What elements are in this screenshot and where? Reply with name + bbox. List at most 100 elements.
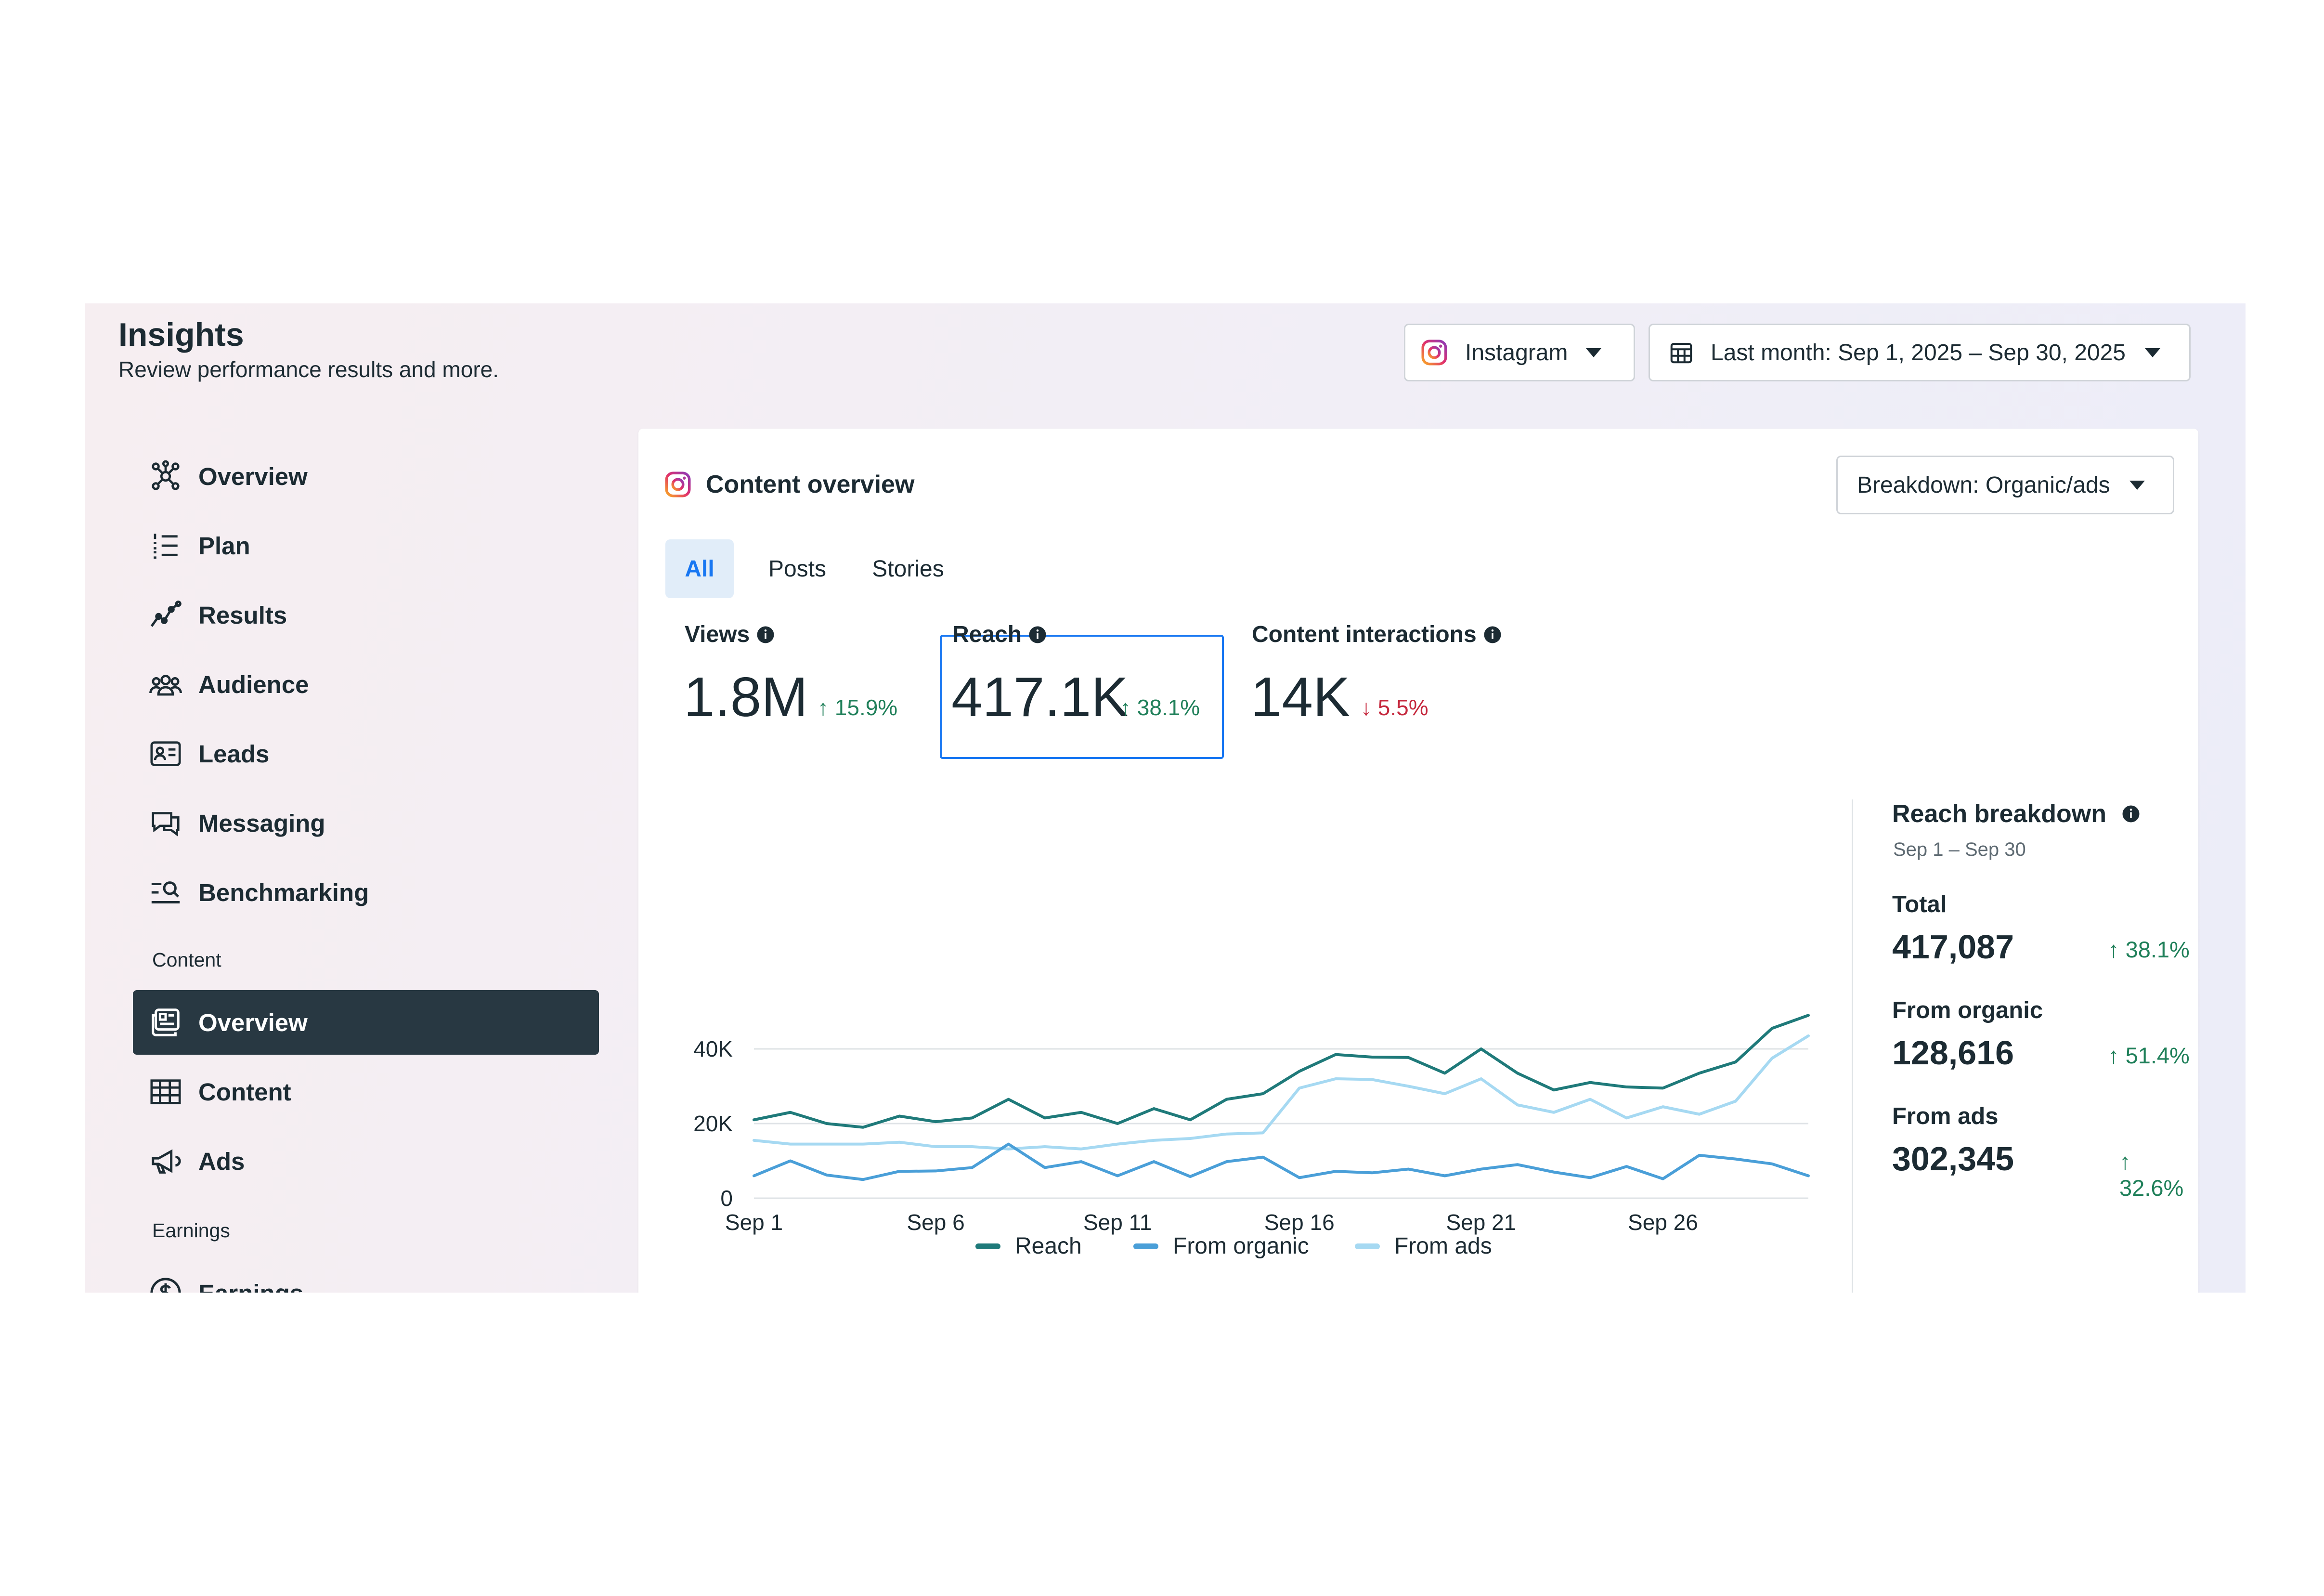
sidebar-item-messaging[interactable]: Messaging	[133, 791, 599, 855]
metric-delta-value: 15.9%	[834, 695, 898, 720]
breakdown-divider	[1852, 799, 1853, 1293]
metric-reach[interactable]	[940, 635, 1224, 759]
breakdown-value-ads: 302,345	[1892, 1140, 2014, 1177]
sidebar-item-label: Audience	[198, 670, 309, 698]
sidebar-item-label: Leads	[198, 740, 270, 768]
metric-delta: ↑ 15.9%	[818, 695, 898, 720]
metric-value: 14K	[1251, 666, 1350, 728]
date-range-dropdown[interactable]: Last month: Sep 1, 2025 – Sep 30, 2025	[1649, 324, 2191, 381]
breakdown-delta-value: 51.4%	[2125, 1043, 2190, 1068]
platform-label: Instagram	[1465, 340, 1568, 366]
info-icon	[1484, 626, 1501, 643]
sidebar-item-earnings[interactable]: Earnings	[133, 1261, 599, 1293]
sidebar-item-label: Results	[198, 601, 287, 629]
megaphone-icon	[147, 1143, 184, 1179]
metric-delta-value: 5.5%	[1377, 695, 1428, 720]
sidebar-item-label: Plan	[198, 532, 250, 560]
x-tick-label: Sep 1	[725, 1210, 783, 1235]
tab-stories[interactable]: Stories	[872, 556, 944, 582]
metric-label-text: Content interactions	[1252, 622, 1477, 647]
breakdown-delta-value: 38.1%	[2125, 937, 2190, 962]
people-icon	[147, 666, 184, 703]
metric-delta: ↓ 5.5%	[1361, 695, 1428, 720]
sidebar-item-content[interactable]: Content	[133, 1060, 599, 1124]
card-title: Content overview	[706, 471, 915, 498]
sidebar-item-label: Messaging	[198, 809, 325, 837]
x-tick-label: Sep 6	[907, 1210, 964, 1235]
metric-value: 417.1K	[951, 666, 1129, 728]
sidebar-item-overview[interactable]: Overview	[133, 444, 599, 509]
calendar-icon	[1668, 340, 1694, 366]
reach-breakdown-title-text: Reach breakdown	[1892, 800, 2107, 828]
breakdown-delta-ads: ↑ 32.6%	[2119, 1149, 2184, 1201]
metric-delta-value: 38.1%	[1137, 695, 1200, 720]
series-line-from-ads	[753, 1034, 1810, 1151]
sidebar-item-label: Content	[198, 1078, 291, 1106]
sidebar-item-results[interactable]: Results	[133, 583, 599, 647]
legend-label: From organic	[1173, 1233, 1309, 1259]
table-icon	[147, 1073, 184, 1110]
reach-line-chart: 0 20K 40K Sep 1 Sep 6 Sep 11 Sep 16 Sep 21 Sep 2…	[693, 1014, 1810, 1235]
legend-label: Reach	[1015, 1233, 1082, 1259]
sidebar-item-label: Ads	[198, 1147, 245, 1175]
platform-dropdown[interactable]: Instagram	[1404, 324, 1635, 381]
sidebar-item-plan[interactable]: Plan	[133, 513, 599, 578]
chat-icon	[147, 805, 184, 841]
insights-page: Insights Review performance results and …	[85, 303, 2246, 1293]
metric-label-text: Reach	[952, 622, 1022, 647]
page-title: Insights	[118, 316, 244, 353]
tab-all[interactable]: All	[665, 539, 734, 598]
date-range-label: Last month: Sep 1, 2025 – Sep 30, 2025	[1711, 340, 2126, 366]
breakdown-label: Breakdown: Organic/ads	[1857, 472, 2110, 498]
sidebar-item-label: Overview	[198, 462, 308, 490]
series-line-reach	[753, 1014, 1810, 1129]
breakdown-label-organic: From organic	[1892, 997, 2043, 1023]
breakdown-value-organic: 128,616	[1892, 1034, 2014, 1072]
dollar-icon	[147, 1275, 184, 1293]
contact-card-icon	[147, 735, 184, 772]
chevron-down-icon	[1586, 348, 1602, 357]
x-tick-label: Sep 16	[1264, 1210, 1335, 1235]
y-tick-label: 20K	[693, 1111, 733, 1136]
legend-item-from-organic: From organic	[1133, 1233, 1309, 1259]
x-tick-label: Sep 21	[1446, 1210, 1516, 1235]
content-overview-icon	[147, 1004, 184, 1041]
y-tick-label: 40K	[693, 1036, 733, 1061]
legend-swatch	[975, 1243, 1000, 1249]
tab-posts[interactable]: Posts	[768, 556, 827, 582]
legend-item-from-ads: From ads	[1355, 1233, 1492, 1259]
sidebar-item-ads[interactable]: Ads	[133, 1129, 599, 1193]
legend-label: From ads	[1394, 1233, 1492, 1259]
metric-label: Reach	[952, 621, 1048, 648]
info-icon	[1029, 626, 1046, 643]
sidebar-section-earnings: Earnings	[152, 1219, 230, 1242]
page-subtitle: Review performance results and more.	[118, 357, 499, 382]
benchmark-search-icon	[147, 874, 184, 911]
instagram-icon	[1420, 338, 1449, 367]
info-icon	[2122, 805, 2140, 823]
sidebar-item-label: Earnings	[198, 1279, 303, 1293]
reach-breakdown-title: Reach breakdown	[1892, 799, 2141, 828]
metric-label: Content interactions	[1252, 621, 1503, 648]
breakdown-label-total: Total	[1892, 891, 1947, 917]
metric-label: Views	[685, 621, 776, 648]
sidebar-item-content-overview[interactable]: Overview	[133, 990, 599, 1055]
sidebar-item-leads[interactable]: Leads	[133, 721, 599, 786]
breakdown-dropdown[interactable]: Breakdown: Organic/ads	[1836, 456, 2174, 514]
sidebar-item-label: Overview	[198, 1008, 308, 1036]
x-tick-label: Sep 11	[1083, 1210, 1152, 1235]
breakdown-delta-total: ↑ 38.1%	[2108, 937, 2190, 962]
sidebar-item-benchmarking[interactable]: Benchmarking	[133, 860, 599, 925]
breakdown-delta-value: 32.6%	[2119, 1175, 2184, 1201]
content-overview-card: Content overview Breakdown: Organic/ads …	[638, 429, 2198, 1293]
y-tick-label: 0	[720, 1186, 733, 1211]
network-icon	[147, 458, 184, 495]
sidebar-item-label: Benchmarking	[198, 878, 369, 906]
info-icon	[757, 626, 774, 643]
metric-label-text: Views	[685, 622, 750, 647]
sidebar-item-audience[interactable]: Audience	[133, 652, 599, 717]
sidebar-section-content: Content	[152, 949, 221, 971]
breakdown-delta-organic: ↑ 51.4%	[2108, 1043, 2190, 1068]
legend-swatch	[1133, 1243, 1158, 1249]
chevron-down-icon	[2129, 480, 2145, 490]
